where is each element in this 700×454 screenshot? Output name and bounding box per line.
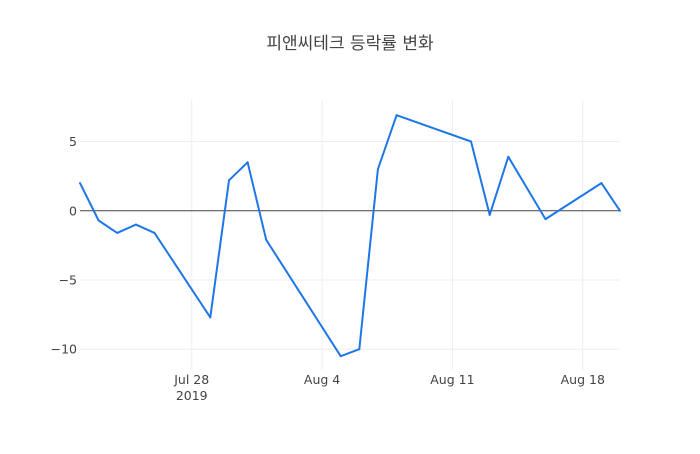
x-tick-label: Aug 11	[430, 372, 474, 387]
data-point	[79, 182, 81, 185]
chart-title: 피앤씨테크 등락률 변화	[266, 34, 434, 54]
data-point	[209, 316, 212, 319]
grid-layer	[80, 100, 620, 370]
data-point	[97, 219, 100, 222]
data-point	[600, 182, 603, 185]
data-point	[153, 231, 156, 234]
data-point	[339, 355, 342, 358]
x-tick-label: Aug 18	[561, 372, 605, 387]
data-point	[395, 114, 398, 117]
data-point	[227, 179, 230, 182]
data-point	[619, 209, 621, 212]
data-point	[544, 218, 547, 221]
data-point	[488, 213, 491, 216]
x-tick-label: Aug 4	[304, 372, 340, 387]
data-point	[507, 155, 510, 158]
x-tick-label: Jul 28	[173, 372, 209, 387]
y-tick-label: −5	[59, 273, 77, 288]
series-layer	[79, 114, 621, 358]
data-point	[134, 223, 137, 226]
data-point	[265, 238, 268, 241]
y-tick-label: 5	[69, 134, 77, 149]
data-point	[376, 168, 379, 171]
data-point	[246, 161, 249, 164]
x-tick-sublabel: 2019	[176, 388, 208, 403]
data-point	[358, 348, 361, 351]
y-tick-label: 0	[69, 203, 77, 218]
data-point	[116, 231, 119, 234]
series-line	[79, 114, 621, 358]
y-tick-label: −10	[51, 342, 77, 357]
data-point	[470, 140, 473, 143]
y-axis-ticks: 5 0 −5 −10	[51, 134, 77, 357]
